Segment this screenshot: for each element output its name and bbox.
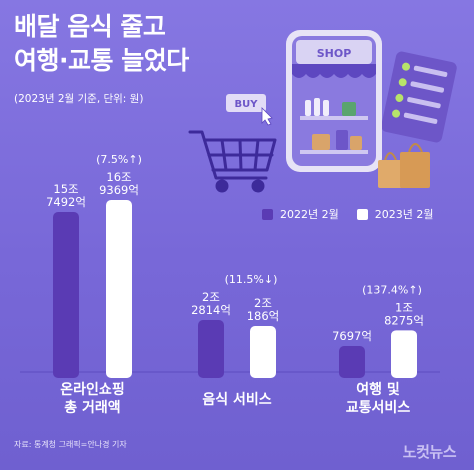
chart-legend: 2022년 2월 2023년 2월 <box>262 206 451 222</box>
checklist-icon <box>381 51 457 143</box>
phone-shop-icon <box>286 30 382 172</box>
data-label-2023-1: 2조 <box>254 296 272 310</box>
page-title-line1: 배달 음식 줄고 <box>14 12 166 41</box>
data-label-2023-0: 16조 <box>106 170 131 184</box>
data-label-2023-2: 1조 <box>395 300 413 314</box>
legend-label-2022: 2022년 2월 <box>280 208 339 221</box>
data-label-2022-1: 2814억 <box>191 303 231 317</box>
bar-2023-1 <box>250 325 276 378</box>
bar-2023-2 <box>391 330 417 378</box>
change-label-1: (11.5%↓) <box>225 273 278 286</box>
category-label-0: 온라인쇼핑 <box>60 381 124 398</box>
category-label-1: 음식 서비스 <box>202 392 271 408</box>
page-title-line2: 여행·교통 늘었다 <box>14 46 189 75</box>
shopping-illustration: SHOP BUY <box>188 30 457 193</box>
data-label-2022-2: 7697억 <box>332 329 372 343</box>
data-label-2022-0: 15조 <box>53 182 78 196</box>
bar-2022-1 <box>198 320 224 378</box>
shop-sign: SHOP <box>317 47 352 60</box>
legend-label-2023: 2023년 2월 <box>374 208 434 221</box>
category-label-0: 총 거래액 <box>64 399 120 416</box>
bar-2022-0 <box>53 212 79 378</box>
legend-swatch-2023 <box>356 208 368 220</box>
bar-2023-0 <box>106 200 132 378</box>
bar-2022-2 <box>339 346 365 378</box>
buy-sign: BUY <box>235 99 259 110</box>
change-label-0: (7.5%↑) <box>96 153 142 166</box>
data-label-2023-2: 8275억 <box>384 313 424 327</box>
data-label-2023-0: 9369억 <box>99 183 139 197</box>
data-label-2023-1: 186억 <box>247 309 280 323</box>
data-label-2022-1: 2조 <box>202 290 220 304</box>
unit-subtitle: (2023년 2월 기준, 단위: 원) <box>14 93 144 105</box>
buy-tag-icon <box>226 94 273 126</box>
legend-swatch-2022 <box>262 208 273 220</box>
change-label-2: (137.4%↑) <box>362 283 422 296</box>
shopping-bags-icon <box>378 143 430 188</box>
publisher-logo: 노컷뉴스 <box>402 443 457 461</box>
source-credit: 자료: 통계청 그래픽=안나경 기자 <box>14 440 127 449</box>
category-label-2: 교통서비스 <box>346 400 411 416</box>
category-label-2: 여행 및 <box>356 381 400 398</box>
data-label-2022-0: 7492억 <box>46 195 86 209</box>
shopping-cart-icon <box>188 130 277 193</box>
